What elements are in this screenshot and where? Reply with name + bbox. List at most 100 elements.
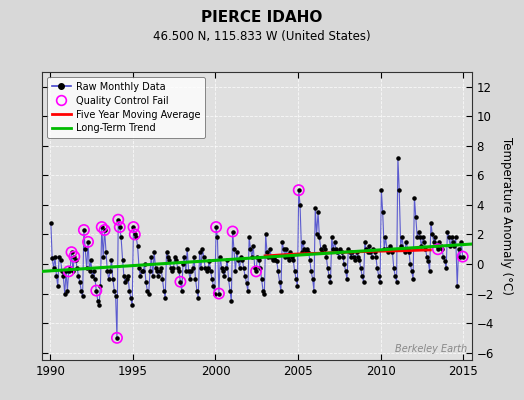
Point xyxy=(281,254,289,260)
Point xyxy=(187,268,195,274)
Point xyxy=(249,243,257,250)
Point xyxy=(449,239,457,245)
Point xyxy=(49,265,58,272)
Point xyxy=(430,239,438,245)
Point xyxy=(434,246,442,252)
Point xyxy=(129,224,138,230)
Point xyxy=(101,227,109,233)
Point xyxy=(310,287,318,294)
Point xyxy=(309,276,317,282)
Point xyxy=(326,278,335,285)
Point xyxy=(77,287,85,294)
Point xyxy=(266,246,274,252)
Point xyxy=(233,249,241,255)
Point xyxy=(186,276,194,282)
Point xyxy=(84,239,92,245)
Point xyxy=(130,231,139,238)
Point xyxy=(70,254,79,260)
Point xyxy=(53,283,62,289)
Point xyxy=(215,290,223,297)
Point xyxy=(222,265,230,272)
Point xyxy=(215,290,223,297)
Point xyxy=(191,276,200,282)
Point xyxy=(294,187,303,193)
Point xyxy=(322,254,331,260)
Point xyxy=(59,273,68,279)
Point xyxy=(388,249,397,255)
Point xyxy=(200,254,208,260)
Point xyxy=(140,261,149,267)
Point xyxy=(384,249,392,255)
Point xyxy=(74,273,83,279)
Point xyxy=(51,254,59,260)
Point xyxy=(193,287,201,294)
Point xyxy=(375,273,383,279)
Point xyxy=(267,254,276,260)
Point xyxy=(410,194,419,201)
Point xyxy=(198,246,206,252)
Point xyxy=(453,283,462,289)
Point xyxy=(217,265,226,272)
Point xyxy=(345,249,354,255)
Point xyxy=(282,246,290,252)
Point xyxy=(377,187,386,193)
Point xyxy=(223,256,232,263)
Point xyxy=(135,265,143,272)
Point xyxy=(84,239,92,245)
Point xyxy=(88,273,96,279)
Point xyxy=(383,246,391,252)
Point xyxy=(171,254,179,260)
Point xyxy=(278,239,287,245)
Point xyxy=(434,246,442,252)
Point xyxy=(99,254,107,260)
Point xyxy=(124,273,132,279)
Point xyxy=(153,268,161,274)
Point xyxy=(272,258,281,264)
Point xyxy=(92,287,101,294)
Point xyxy=(380,246,388,252)
Point xyxy=(158,276,167,282)
Point xyxy=(409,276,417,282)
Point xyxy=(121,278,129,285)
Point xyxy=(301,249,310,255)
Point xyxy=(228,228,237,235)
Point xyxy=(234,256,243,263)
Point xyxy=(194,295,202,301)
Point xyxy=(127,295,135,301)
Point xyxy=(394,154,402,161)
Point xyxy=(80,227,88,233)
Point xyxy=(104,276,113,282)
Point xyxy=(356,265,365,272)
Point xyxy=(293,283,302,289)
Point xyxy=(195,249,204,255)
Point xyxy=(113,335,121,341)
Point xyxy=(172,256,180,263)
Point xyxy=(242,280,250,286)
Point xyxy=(62,268,70,274)
Point xyxy=(48,255,57,261)
Point xyxy=(70,254,79,260)
Point xyxy=(331,239,339,245)
Point xyxy=(370,249,379,255)
Point xyxy=(116,224,124,230)
Point xyxy=(141,278,150,285)
Point xyxy=(161,295,169,301)
Point xyxy=(312,231,321,238)
Point xyxy=(300,246,309,252)
Point xyxy=(397,243,405,250)
Point xyxy=(206,268,215,274)
Point xyxy=(55,254,63,260)
Point xyxy=(107,256,116,263)
Point xyxy=(128,302,136,308)
Point xyxy=(342,268,350,274)
Point xyxy=(416,234,424,241)
Point xyxy=(271,256,280,263)
Point xyxy=(386,243,394,250)
Point xyxy=(350,254,358,260)
Point xyxy=(57,256,65,263)
Point xyxy=(75,278,84,285)
Point xyxy=(366,249,375,255)
Point xyxy=(196,265,205,272)
Point xyxy=(202,268,211,274)
Point xyxy=(47,220,55,226)
